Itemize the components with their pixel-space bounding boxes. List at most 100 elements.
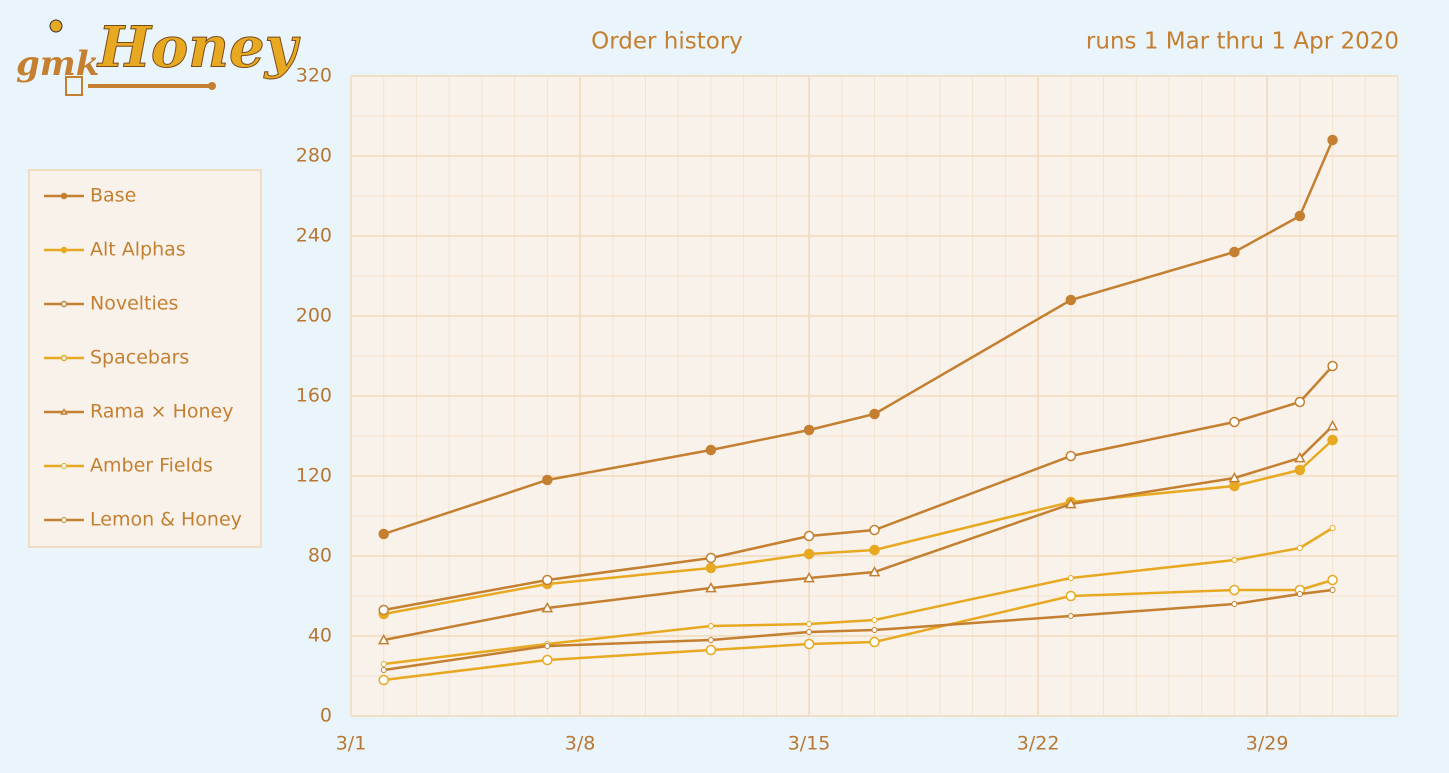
- y-tick-label: 240: [296, 225, 332, 247]
- legend-marker: [60, 300, 68, 308]
- series: [378, 360, 1338, 616]
- marker: [1067, 613, 1074, 619]
- marker: [803, 424, 815, 436]
- marker: [541, 601, 554, 613]
- marker: [1296, 591, 1303, 597]
- marker: [1229, 416, 1240, 428]
- logo-bee: [49, 19, 63, 33]
- series: [378, 574, 1338, 686]
- series-lines: [377, 134, 1339, 686]
- logo-dipper-head: [65, 76, 83, 96]
- marker: [378, 604, 389, 616]
- marker: [1327, 574, 1338, 586]
- marker: [378, 528, 389, 540]
- marker: [1229, 246, 1240, 258]
- marker: [542, 574, 553, 586]
- x-tick-label: 3/1: [336, 733, 367, 755]
- marker: [1229, 480, 1240, 492]
- series: [380, 525, 1336, 667]
- marker: [1329, 587, 1336, 593]
- y-tick-label: 0: [320, 705, 332, 727]
- marker: [1065, 294, 1077, 306]
- chart-subtitle: runs 1 Mar thru 1 Apr 2020: [1086, 29, 1399, 55]
- marker: [378, 674, 389, 686]
- y-tick-label: 200: [296, 305, 332, 327]
- logo-prefix: gmk: [16, 44, 99, 84]
- legend-marker: [60, 246, 68, 254]
- marker: [705, 552, 717, 564]
- marker: [1294, 464, 1306, 476]
- marker: [1067, 575, 1074, 581]
- marker: [707, 637, 714, 643]
- logo: gmk Honey: [16, 14, 301, 96]
- x-tick-label: 3/15: [788, 733, 831, 755]
- marker: [803, 530, 815, 542]
- x-tick-label: 3/8: [565, 733, 596, 755]
- legend-label: Amber Fields: [90, 455, 213, 477]
- y-tick-label: 320: [296, 65, 332, 87]
- marker: [705, 644, 717, 656]
- legend-marker: [60, 354, 68, 362]
- legend-label: Spacebars: [90, 347, 189, 369]
- marker: [869, 408, 880, 420]
- marker: [869, 544, 880, 556]
- y-tick-label: 40: [308, 625, 332, 647]
- logo-dipper-end: [208, 82, 216, 90]
- marker: [1294, 451, 1306, 463]
- marker: [380, 661, 387, 667]
- marker: [1296, 545, 1303, 551]
- y-tick-label: 160: [296, 385, 332, 407]
- marker: [871, 617, 878, 623]
- marker: [1228, 471, 1241, 483]
- series: [378, 134, 1338, 540]
- marker: [803, 548, 815, 560]
- marker: [542, 654, 553, 666]
- marker: [544, 643, 551, 649]
- marker: [1294, 210, 1306, 222]
- logo-name: Honey: [96, 15, 301, 81]
- marker: [803, 638, 815, 650]
- marker: [1231, 557, 1238, 563]
- legend-label: Lemon & Honey: [90, 509, 242, 531]
- marker: [869, 636, 880, 648]
- y-tick-label: 80: [308, 545, 332, 567]
- marker: [1294, 396, 1306, 408]
- x-tick-label: 3/22: [1017, 733, 1060, 755]
- legend-marker: [60, 192, 68, 200]
- y-tick-label: 280: [296, 145, 332, 167]
- marker: [705, 581, 717, 593]
- marker: [1329, 525, 1336, 531]
- marker: [1327, 434, 1338, 446]
- legend-label: Novelties: [90, 293, 178, 315]
- marker: [1065, 450, 1077, 462]
- marker: [377, 633, 390, 645]
- marker: [705, 562, 717, 574]
- marker: [380, 667, 387, 673]
- marker: [871, 627, 878, 633]
- legend-marker: [60, 407, 68, 415]
- marker: [1327, 134, 1338, 146]
- marker: [1229, 584, 1240, 596]
- marker: [542, 474, 553, 486]
- marker: [1326, 419, 1339, 431]
- marker: [1065, 497, 1077, 509]
- marker: [868, 565, 881, 577]
- grid: 0 40 80 120 160 200 240 280 320 3/1 3/8 3/15 3/22 3/2…: [296, 65, 1398, 755]
- marker: [1231, 601, 1238, 607]
- legend-label: Alt Alphas: [90, 239, 186, 261]
- marker: [869, 524, 880, 536]
- marker: [803, 571, 815, 583]
- marker: [806, 621, 813, 627]
- series: [380, 587, 1336, 673]
- marker: [707, 623, 714, 629]
- x-tick-label: 3/29: [1246, 733, 1289, 755]
- marker: [705, 444, 717, 456]
- legend-label: Base: [90, 185, 136, 207]
- chart-title: Order history: [591, 29, 743, 55]
- legend-marker: [61, 463, 67, 469]
- series: [377, 419, 1339, 645]
- legend-entries: Base Alt Alphas Novelties Spacebars Rama × H…: [44, 185, 242, 531]
- y-tick-label: 120: [296, 465, 332, 487]
